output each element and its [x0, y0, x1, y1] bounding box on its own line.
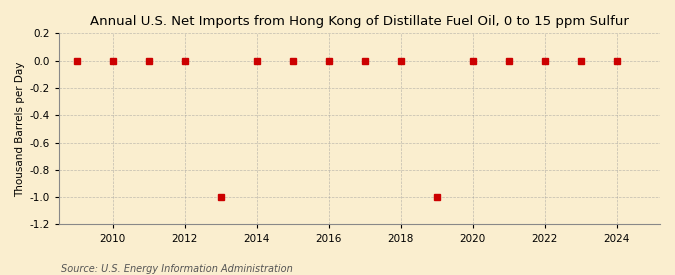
Title: Annual U.S. Net Imports from Hong Kong of Distillate Fuel Oil, 0 to 15 ppm Sulfu: Annual U.S. Net Imports from Hong Kong o… [90, 15, 628, 28]
Y-axis label: Thousand Barrels per Day: Thousand Barrels per Day [15, 61, 25, 197]
Text: Source: U.S. Energy Information Administration: Source: U.S. Energy Information Administ… [61, 264, 292, 274]
